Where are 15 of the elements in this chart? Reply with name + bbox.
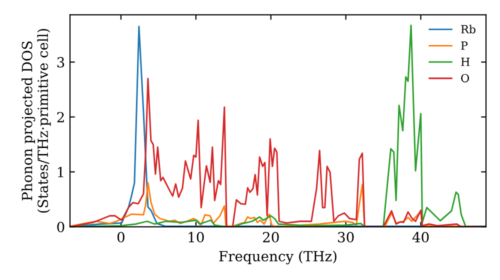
x-tick-label: 20 [262, 232, 279, 242]
legend-label: O [461, 74, 470, 82]
x-tick-label: 0 [117, 232, 124, 242]
legend-label: H [461, 58, 470, 66]
y-tick-label: 3 [57, 57, 64, 68]
x-tick-label: 10 [188, 232, 204, 242]
y-tick-label: 0 [57, 222, 64, 232]
y-axis-title: Phonon projected DOS (States/THz·primitive cell) [22, 28, 51, 213]
legend-label: P [461, 41, 468, 50]
x-tick-label: 30 [338, 232, 354, 242]
y-tick-label: 2 [57, 112, 64, 122]
legend-label: Rb [461, 24, 476, 34]
x-tick-label: 40 [412, 232, 429, 242]
x-axis-title: Frequency (THz) [219, 250, 336, 264]
y-tick-label: 1 [58, 166, 64, 178]
